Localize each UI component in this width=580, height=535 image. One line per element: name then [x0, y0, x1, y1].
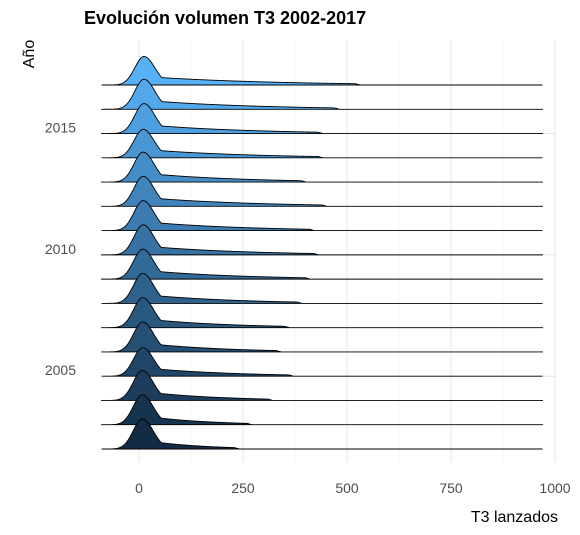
x-tick-label: 1000 — [539, 480, 570, 496]
chart-title: Evolución volumen T3 2002-2017 — [84, 8, 367, 28]
x-tick-label: 750 — [439, 480, 463, 496]
tick-layer: 0 250 500 750 1000 2005 2010 2015 — [45, 120, 571, 496]
y-axis-title: Año — [21, 40, 38, 69]
y-tick-label: 2010 — [45, 241, 76, 257]
x-tick-label: 500 — [335, 480, 359, 496]
ridge-2017 — [101, 56, 543, 86]
x-axis-title: T3 lanzados — [471, 509, 558, 526]
ridge-2002 — [101, 418, 543, 450]
x-tick-label: 250 — [231, 480, 255, 496]
y-tick-label: 2005 — [45, 362, 76, 378]
y-tick-label: 2015 — [45, 120, 76, 136]
ridge-layer — [101, 56, 543, 450]
x-tick-label: 0 — [135, 480, 143, 496]
